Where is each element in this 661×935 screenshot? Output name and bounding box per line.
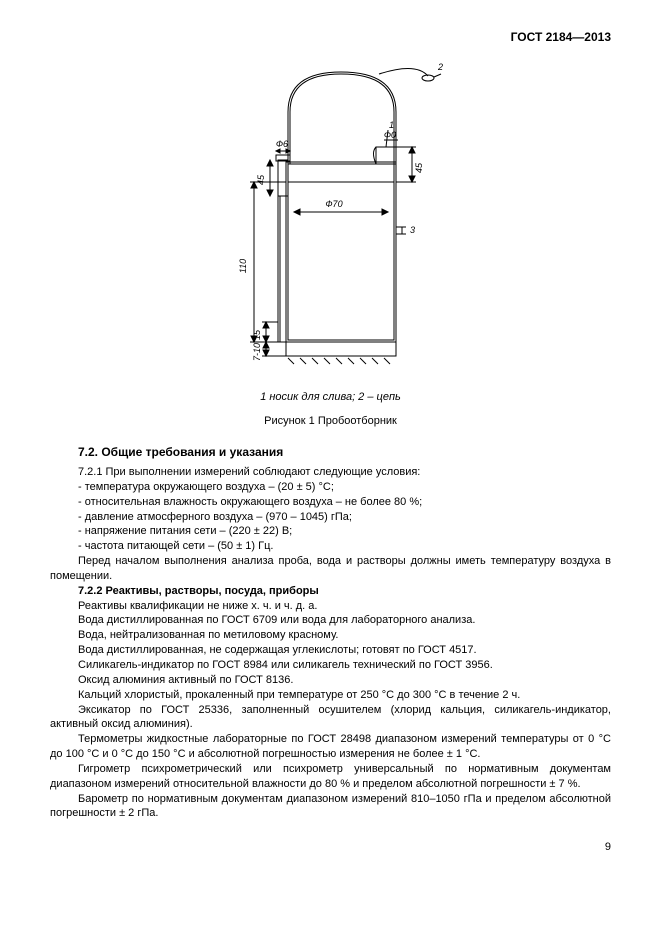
p-reagent-grade: Реактивы квалификации не ниже х. ч. и ч.… — [50, 599, 611, 614]
svg-text:1: 1 — [389, 120, 394, 130]
p-hygrometer: Гигрометр психрометрический или психроме… — [50, 762, 611, 792]
svg-text:3: 3 — [410, 225, 415, 235]
svg-text:Ф0: Ф0 — [383, 130, 395, 140]
cond-humidity: - относительная влажность окружающего во… — [50, 495, 611, 510]
figure-sampler: Ф70 110 15 7-10 Ф6 45 45 3 1 2 Ф0 — [50, 52, 611, 385]
sampler-diagram: Ф70 110 15 7-10 Ф6 45 45 3 1 2 Ф0 — [216, 52, 446, 382]
svg-text:45: 45 — [256, 174, 266, 185]
sub-7-2-2: 7.2.2 Реактивы, растворы, посуда, прибор… — [50, 584, 611, 599]
cond-pressure: - давление атмосферного воздуха – (970 –… — [50, 510, 611, 525]
figure-title: Рисунок 1 Пробоотборник — [50, 415, 611, 427]
p-desiccator: Эксикатор по ГОСТ 25336, заполненный осу… — [50, 703, 611, 733]
section-7-2-title: 7.2. Общие требования и указания — [78, 445, 611, 459]
p-alumina: Оксид алюминия активный по ГОСТ 8136. — [50, 673, 611, 688]
svg-text:45: 45 — [414, 162, 424, 173]
p-7-2-1: 7.2.1 При выполнении измерений соблюдают… — [50, 465, 611, 480]
p-neutral-water: Вода, нейтрализованная по метиловому кра… — [50, 628, 611, 643]
svg-text:7-10: 7-10 — [252, 343, 262, 361]
svg-text:2: 2 — [437, 62, 443, 72]
page-number: 9 — [50, 841, 611, 853]
cond-freq: - частота питающей сети – (50 ± 1) Гц. — [50, 539, 611, 554]
p-barometer: Барометр по нормативным документам диапа… — [50, 792, 611, 822]
cond-voltage: - напряжение питания сети – (220 ± 22) В… — [50, 524, 611, 539]
svg-text:Ф6: Ф6 — [275, 139, 287, 149]
p-dist-water: Вода дистиллированная по ГОСТ 6709 или в… — [50, 613, 611, 628]
svg-text:110: 110 — [238, 259, 248, 273]
p-noco2-water: Вода дистиллированная, не содержащая угл… — [50, 643, 611, 658]
p-cacl2: Кальций хлористый, прокаленный при темпе… — [50, 688, 611, 703]
svg-text:15: 15 — [252, 329, 262, 340]
p-before-analysis: Перед началом выполнения анализа проба, … — [50, 554, 611, 584]
cond-temp: - температура окружающего воздуха – (20 … — [50, 480, 611, 495]
p-silicagel: Силикагель-индикатор по ГОСТ 8984 или си… — [50, 658, 611, 673]
svg-text:Ф70: Ф70 — [325, 199, 342, 209]
doc-header: ГОСТ 2184—2013 — [50, 30, 611, 44]
figure-legend: 1 носик для слива; 2 – цепь — [50, 391, 611, 403]
p-thermometers: Термометры жидкостные лабораторные по ГО… — [50, 732, 611, 762]
